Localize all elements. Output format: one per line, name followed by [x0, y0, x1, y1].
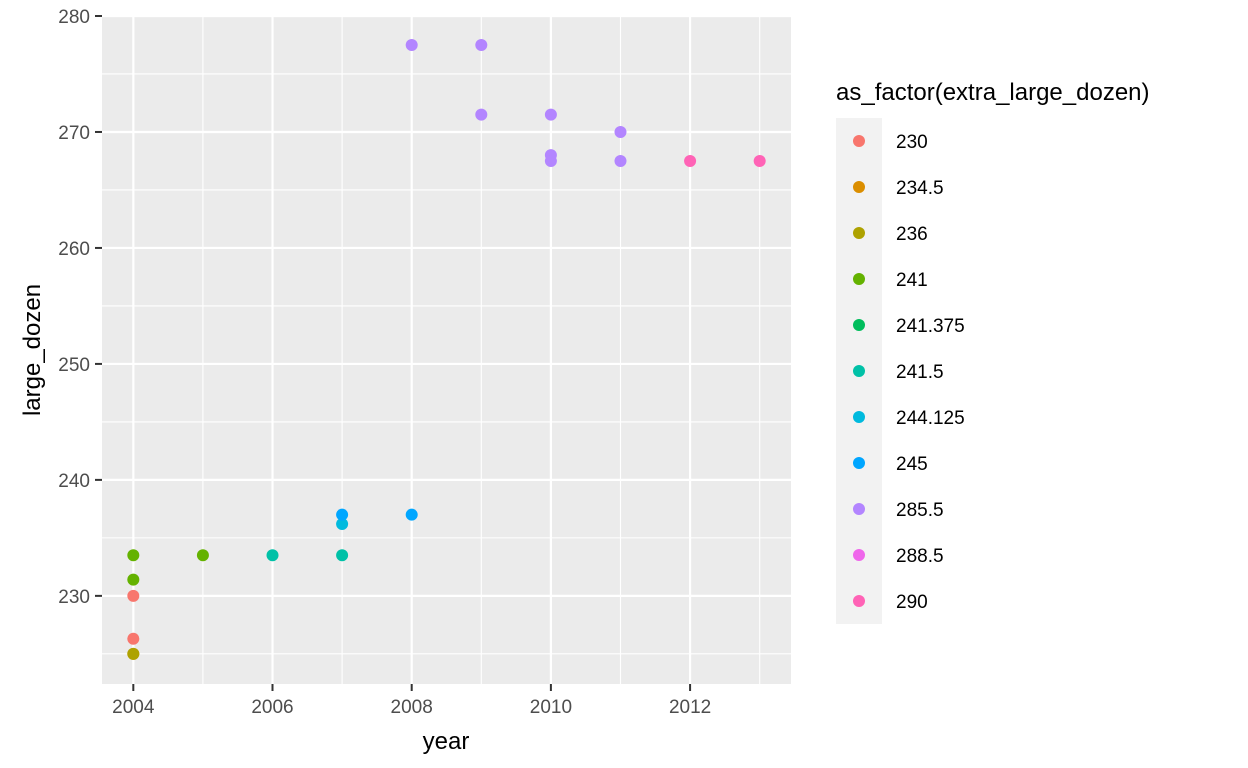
major-gridlines	[102, 14, 791, 684]
legend-item: 241.5	[853, 362, 944, 383]
legend-item: 245	[853, 454, 928, 475]
y-tick-label: 280	[58, 7, 90, 28]
legend-label: 290	[896, 592, 928, 613]
legend-key	[853, 549, 865, 561]
data-point	[614, 154, 627, 167]
legend-key	[853, 365, 865, 377]
data-point	[266, 549, 279, 562]
legend-key	[853, 319, 865, 331]
legend-item: 241	[853, 270, 928, 291]
data-point	[753, 154, 766, 167]
legend-key	[853, 595, 865, 607]
x-tick-label: 2012	[669, 697, 711, 718]
legend-key	[853, 135, 865, 147]
legend-key	[853, 181, 865, 193]
y-tick-label: 250	[58, 355, 90, 376]
data-point	[405, 508, 418, 521]
legend-item: 285.5	[853, 500, 944, 521]
data-point	[544, 108, 557, 121]
data-point	[336, 517, 349, 530]
data-point	[475, 108, 488, 121]
data-point	[336, 549, 349, 562]
legend-key	[853, 503, 865, 515]
legend-label: 241	[896, 270, 928, 291]
x-tick-label: 2010	[530, 697, 572, 718]
legend-label: 285.5	[896, 500, 944, 521]
y-axis-title: large_dozen	[19, 284, 46, 416]
legend-label: 230	[896, 132, 928, 153]
legend-label: 236	[896, 224, 928, 245]
legend-label: 288.5	[896, 546, 944, 567]
y-axis: 230 240 250 260 270 280	[58, 7, 102, 608]
legend-key	[853, 227, 865, 239]
y-tick-label: 240	[58, 471, 90, 492]
legend-label: 245	[896, 454, 928, 475]
x-tick-label: 2006	[251, 697, 293, 718]
data-point	[196, 549, 209, 562]
legend-item: 234.5	[853, 178, 944, 199]
data-point	[405, 38, 418, 51]
data-point	[614, 125, 627, 138]
y-tick-label: 260	[58, 239, 90, 260]
legend-item: 236	[853, 224, 928, 245]
y-tick-label: 270	[58, 123, 90, 144]
data-point	[475, 38, 488, 51]
legend-item: 230	[853, 132, 928, 153]
data-point	[127, 589, 140, 602]
legend: as_factor(extra_large_dozen) 230 234.5 236…	[836, 79, 1150, 624]
legend-label: 241.5	[896, 362, 944, 383]
data-point	[544, 154, 557, 167]
data-point	[127, 632, 140, 645]
legend-item: 288.5	[853, 546, 944, 567]
legend-key	[853, 411, 865, 423]
legend-key	[853, 273, 865, 285]
plot-panel	[102, 16, 791, 684]
legend-label: 241.375	[896, 316, 965, 337]
data-point	[127, 573, 140, 586]
minor-gridlines	[102, 16, 791, 684]
data-point	[127, 549, 140, 562]
legend-title: as_factor(extra_large_dozen)	[836, 79, 1150, 106]
x-axis: 2004 2006 2008 2010 2012	[112, 684, 711, 718]
data-point	[336, 508, 349, 521]
legend-items: 230 234.5 236 241 241.375 241.5 244.125 245 285.…	[853, 132, 965, 613]
x-tick-label: 2004	[112, 697, 155, 718]
x-axis-title: year	[423, 728, 470, 755]
legend-item: 290	[853, 592, 928, 613]
data-point	[684, 154, 697, 167]
legend-label: 244.125	[896, 408, 965, 429]
legend-key	[853, 457, 865, 469]
legend-item: 244.125	[853, 408, 965, 429]
legend-item: 241.375	[853, 316, 965, 337]
data-points	[127, 38, 766, 660]
legend-label: 234.5	[896, 178, 944, 199]
data-point	[127, 647, 140, 660]
y-tick-label: 230	[58, 587, 90, 608]
x-tick-label: 2008	[391, 697, 433, 718]
